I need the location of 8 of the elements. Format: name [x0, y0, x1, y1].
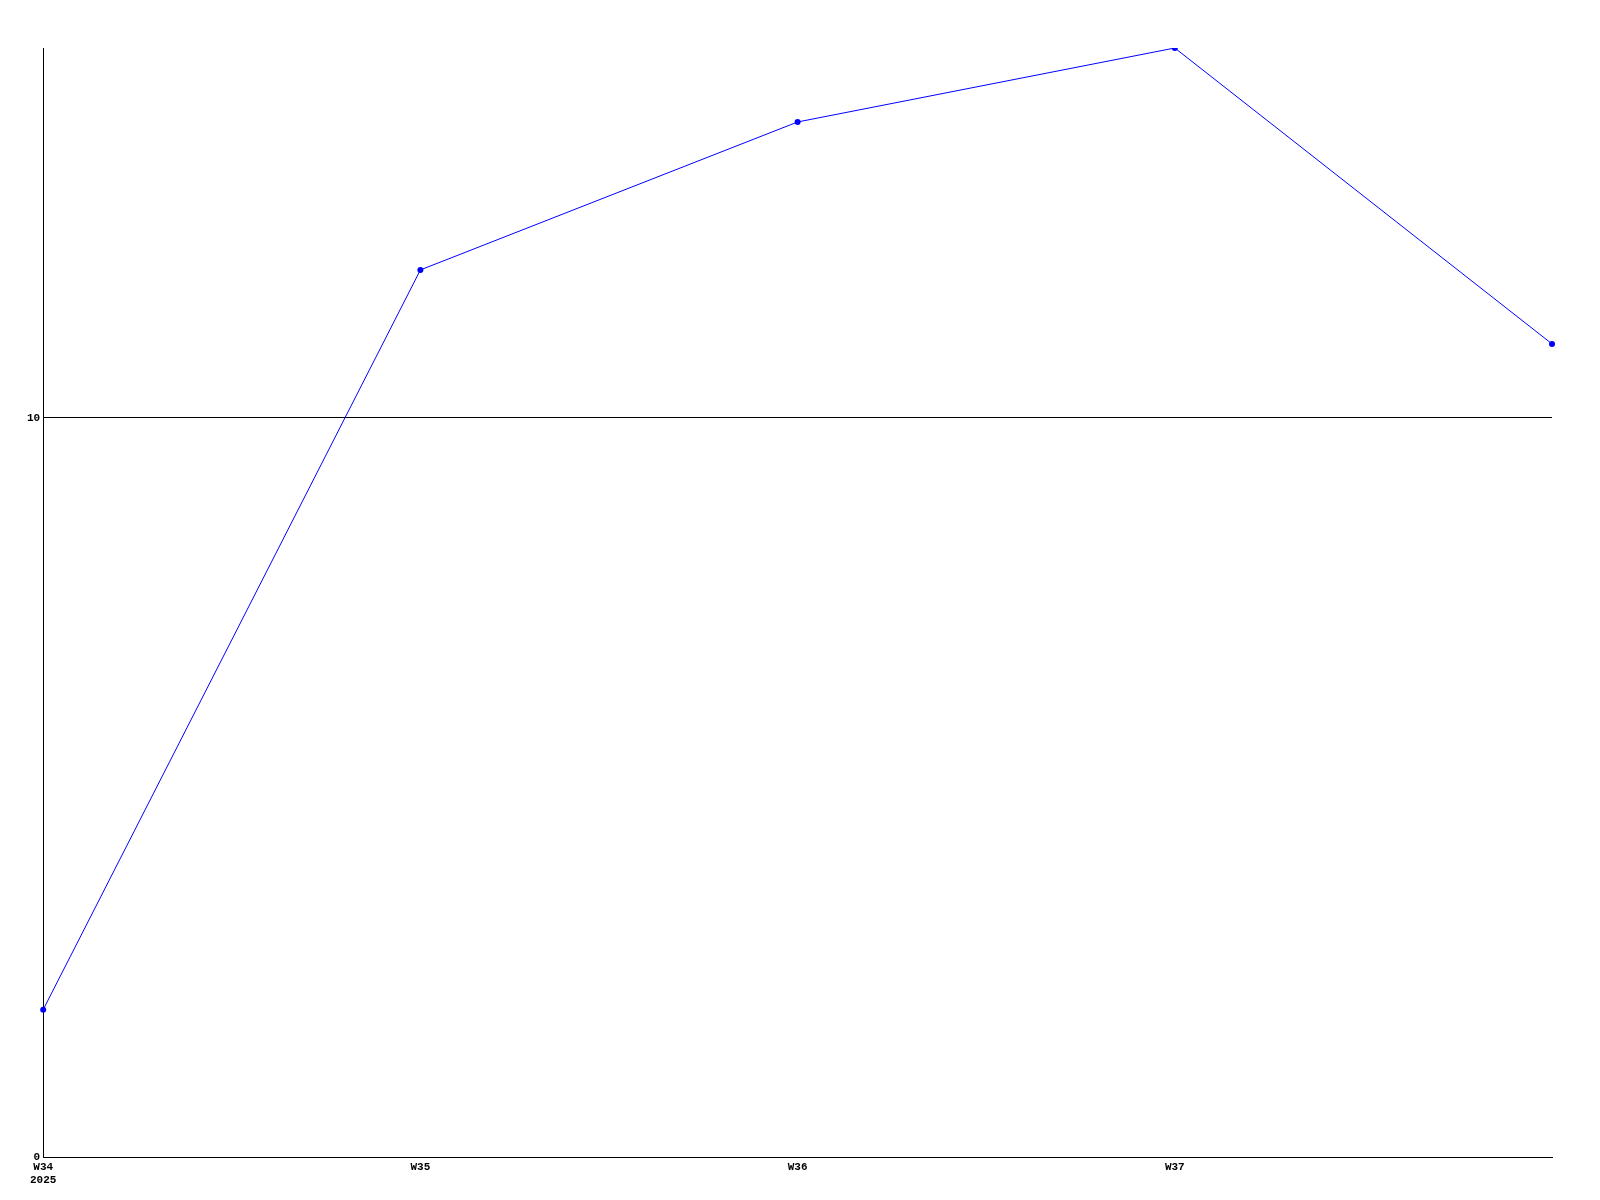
point	[794, 118, 801, 125]
point	[1549, 340, 1555, 347]
y-tick-label: 10	[27, 411, 41, 424]
point	[417, 266, 424, 273]
x-tick-label: W37	[1164, 1160, 1185, 1173]
x-tick-label: W36	[787, 1160, 808, 1173]
x-tick-label: W35	[410, 1160, 431, 1173]
point	[40, 1006, 47, 1013]
